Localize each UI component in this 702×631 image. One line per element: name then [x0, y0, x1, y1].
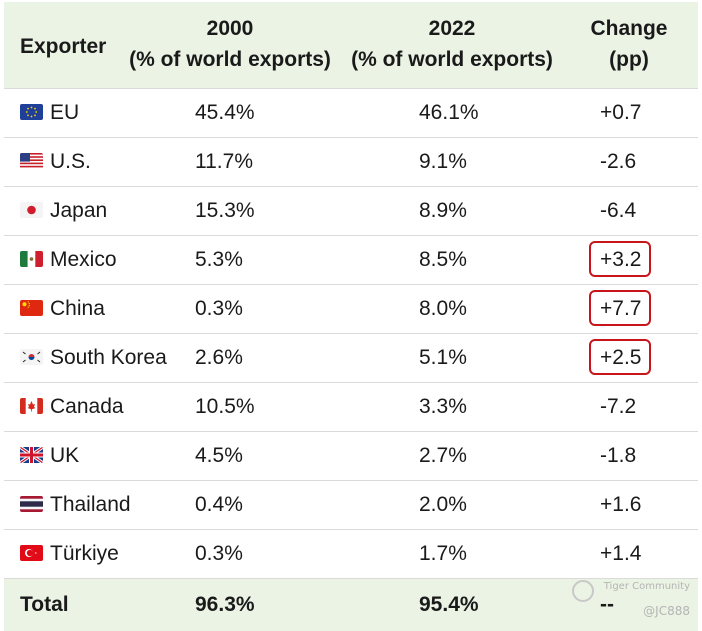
row-value-2000: 4.5%	[195, 444, 243, 467]
row-change: -7.2	[600, 395, 637, 418]
row-value-2000: 0.3%	[195, 297, 243, 320]
table-row: China 0.3% 8.0% +7.7	[4, 284, 698, 333]
row-country: Mexico	[50, 248, 117, 271]
total-value-2022: 95.4%	[419, 593, 479, 616]
canada-flag-icon	[20, 398, 43, 414]
row-change: +7.7	[600, 297, 642, 320]
china-flag-icon	[20, 300, 43, 316]
row-value-2000: 5.3%	[195, 248, 243, 271]
row-value-2022: 2.0%	[419, 493, 467, 516]
header-change-label: Change	[590, 17, 668, 40]
table-row: U.S. 11.7% 9.1% -2.6	[4, 137, 698, 186]
row-country: EU	[50, 101, 80, 124]
header-2000-unit: (% of world exports)	[129, 48, 331, 71]
table-row: EU 45.4% 46.1% +0.7	[4, 88, 698, 137]
highlight-box	[589, 290, 651, 326]
watermark: Tiger Community @JC888	[571, 580, 690, 618]
row-country: U.S.	[50, 150, 91, 173]
row-value-2022: 46.1%	[419, 101, 479, 124]
table-row: Japan 15.3% 8.9% -6.4	[4, 186, 698, 235]
row-value-2022: 2.7%	[419, 444, 467, 467]
row-country: UK	[50, 444, 80, 467]
header-2022: 2022 (% of world exports)	[347, 13, 557, 75]
watermark-user: @JC888	[643, 604, 690, 618]
turkiye-flag-icon	[20, 545, 43, 561]
row-country: Türkiye	[50, 542, 119, 565]
highlight-box	[589, 241, 651, 277]
row-country: Japan	[50, 199, 108, 222]
total-label: Total	[20, 593, 69, 616]
watermark-brand: Tiger Community	[603, 581, 690, 592]
row-value-2022: 5.1%	[419, 346, 467, 369]
row-country: China	[50, 297, 105, 320]
header-change-unit: (pp)	[609, 48, 649, 71]
us-flag-icon	[20, 153, 43, 169]
row-change: -1.8	[600, 444, 637, 467]
total-change: --	[600, 593, 614, 616]
row-change: +3.2	[600, 248, 642, 271]
row-value-2000: 10.5%	[195, 395, 255, 418]
exports-table: Exporter 2000 (% of world exports) 2022 …	[4, 2, 698, 631]
header-2022-unit: (% of world exports)	[351, 48, 553, 71]
row-value-2000: 0.3%	[195, 542, 243, 565]
total-row: Total 96.3% 95.4% --	[4, 578, 698, 631]
row-value-2022: 9.1%	[419, 150, 467, 173]
japan-flag-icon	[20, 202, 43, 218]
table-row: Thailand 0.4% 2.0% +1.6	[4, 480, 698, 529]
row-value-2000: 2.6%	[195, 346, 243, 369]
row-value-2000: 0.4%	[195, 493, 243, 516]
table-header: Exporter 2000 (% of world exports) 2022 …	[4, 2, 698, 88]
header-2022-year: 2022	[428, 17, 476, 40]
row-value-2000: 11.7%	[195, 150, 253, 173]
eu-flag-icon	[20, 104, 43, 120]
row-change: +2.5	[600, 346, 642, 369]
row-change: +0.7	[600, 101, 642, 124]
header-2000-year: 2000	[206, 17, 254, 40]
header-2000: 2000 (% of world exports)	[125, 13, 335, 75]
row-value-2000: 45.4%	[195, 101, 255, 124]
row-change: -6.4	[600, 199, 637, 222]
table-row: Canada 10.5% 3.3% -7.2	[4, 382, 698, 431]
row-country: South Korea	[50, 346, 167, 369]
header-change: Change (pp)	[569, 13, 689, 75]
south-korea-flag-icon	[20, 349, 43, 365]
row-change: -2.6	[600, 150, 637, 173]
table-row: Türkiye 0.3% 1.7% +1.4	[4, 529, 698, 578]
row-change: +1.4	[600, 542, 642, 565]
row-value-2022: 3.3%	[419, 395, 467, 418]
table-row: Mexico 5.3% 8.5% +3.2	[4, 235, 698, 284]
row-change: +1.6	[600, 493, 642, 516]
tiger-logo-icon	[571, 580, 594, 602]
row-value-2022: 8.5%	[419, 248, 467, 271]
row-country: Thailand	[50, 493, 131, 516]
highlight-box	[589, 339, 651, 375]
mexico-flag-icon	[20, 251, 43, 267]
thailand-flag-icon	[20, 496, 43, 512]
total-value-2000: 96.3%	[195, 593, 255, 616]
row-value-2000: 15.3%	[195, 199, 255, 222]
row-country: Canada	[50, 395, 124, 418]
table-row: South Korea 2.6% 5.1% +2.5	[4, 333, 698, 382]
table-row: UK 4.5% 2.7% -1.8	[4, 431, 698, 480]
row-value-2022: 8.9%	[419, 199, 467, 222]
header-exporter: Exporter	[20, 35, 107, 58]
row-value-2022: 8.0%	[419, 297, 467, 320]
row-value-2022: 1.7%	[419, 542, 467, 565]
uk-flag-icon	[20, 447, 43, 463]
